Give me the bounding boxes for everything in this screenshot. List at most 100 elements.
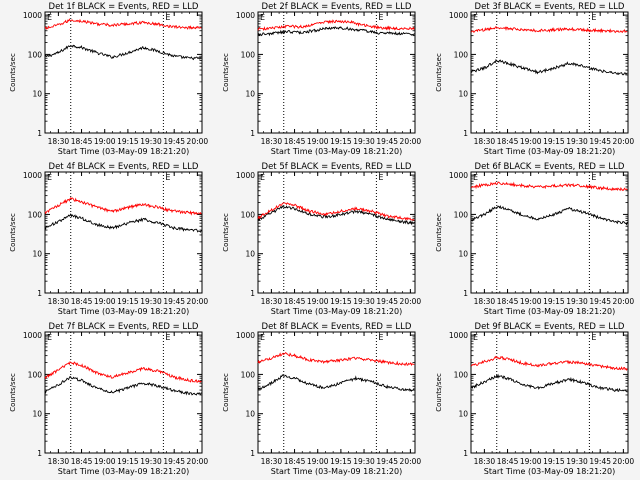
x-axis-label: Start Time (03-May-09 18:21:20) [271,307,402,316]
x-tick-label: 19:00 [94,137,116,146]
x-tick-label: 18:45 [284,457,306,466]
y-tick-label: 100 [454,210,469,219]
y-tick-label: 10 [245,90,255,99]
x-tick-label: 20:00 [187,457,209,466]
x-axis-label: Start Time (03-May-09 18:21:20) [271,467,402,476]
x-tick-label: 19:00 [94,297,116,306]
lld-series-line [44,18,202,30]
corner-mark-right: E [591,13,596,22]
y-tick-label: 1000 [23,331,42,340]
x-tick-label: 18:30 [261,137,283,146]
x-tick-label: 19:15 [117,457,139,466]
y-tick-label: 10 [245,250,255,259]
corner-mark-right: E [378,13,383,22]
x-tick-label: 20:00 [613,297,635,306]
x-tick-label: 19:45 [163,297,185,306]
y-tick-label: 1 [37,289,42,298]
events-series-line [470,58,628,76]
x-tick-label: 19:45 [376,457,398,466]
lld-series-line [257,19,415,31]
x-tick-label: 19:45 [589,137,611,146]
lld-series-line [470,181,628,192]
x-tick-label: 18:30 [261,457,283,466]
y-tick-label: 10 [32,410,42,419]
y-tick-label: 1000 [236,331,255,340]
x-tick-label: 19:45 [589,297,611,306]
y-tick-label: 1 [463,449,468,458]
x-axis-label: Start Time (03-May-09 18:21:20) [58,147,189,156]
corner-mark-left: E [47,333,52,342]
events-series-line [471,373,628,393]
x-tick-label: 18:45 [71,297,93,306]
y-axis-label: Counts/sec [222,213,230,252]
lld-series-line [44,196,202,216]
chart-title: Det 4f BLACK = Events, RED = LLD [49,162,199,172]
x-tick-label: 19:30 [353,457,375,466]
x-tick-label: 18:30 [474,457,496,466]
y-tick-label: 100 [28,210,43,219]
y-tick-label: 10 [458,90,468,99]
corner-mark-right: E [591,333,596,342]
y-axis-label: Counts/sec [435,53,443,92]
y-tick-label: 1000 [236,11,255,20]
x-tick-label: 19:00 [520,297,542,306]
x-tick-label: 19:15 [330,457,352,466]
x-tick-label: 19:15 [117,137,139,146]
y-tick-label: 100 [454,370,469,379]
corner-mark-right: E [165,13,170,22]
y-axis-label: Counts/sec [222,373,230,412]
chart-title: Det 9f BLACK = Events, RED = LLD [475,322,625,332]
corner-mark-left: E [473,13,478,22]
x-tick-label: 18:30 [474,297,496,306]
x-tick-label: 19:30 [353,137,375,146]
y-tick-label: 1 [463,129,468,138]
y-tick-label: 10 [458,410,468,419]
x-tick-label: 19:30 [140,137,162,146]
x-tick-label: 19:00 [94,457,116,466]
x-tick-label: 19:00 [307,137,329,146]
x-tick-label: 19:15 [543,137,565,146]
lld-series-line [257,351,415,367]
x-tick-label: 19:00 [307,457,329,466]
x-tick-label: 19:15 [330,297,352,306]
y-tick-label: 1000 [449,11,468,20]
x-tick-label: 18:45 [284,137,306,146]
lld-series-line [470,355,628,372]
x-tick-label: 20:00 [187,137,209,146]
y-tick-label: 1 [250,449,255,458]
y-tick-label: 100 [241,50,256,59]
y-tick-label: 100 [454,50,469,59]
x-tick-label: 18:45 [497,137,519,146]
chart-title: Det 3f BLACK = Events, RED = LLD [475,2,625,12]
corner-mark-right: E [378,333,383,342]
x-tick-label: 19:45 [589,457,611,466]
events-series-line [470,205,628,226]
y-axis-label: Counts/sec [9,53,17,92]
y-tick-label: 100 [28,370,43,379]
x-tick-label: 19:30 [566,137,588,146]
x-tick-label: 18:45 [497,297,519,306]
x-tick-label: 18:30 [261,297,283,306]
chart-title: Det 2f BLACK = Events, RED = LLD [262,2,412,12]
events-series-line [257,374,415,392]
y-tick-label: 1000 [23,171,42,180]
events-series-line [44,376,202,396]
y-tick-label: 100 [241,210,256,219]
x-tick-label: 19:30 [140,297,162,306]
x-axis-label: Start Time (03-May-09 18:21:20) [271,147,402,156]
y-tick-label: 1000 [449,171,468,180]
corner-mark-left: E [473,333,478,342]
lld-series-line [44,361,202,383]
y-axis-label: Counts/sec [9,373,17,412]
y-axis-label: Counts/sec [435,373,443,412]
